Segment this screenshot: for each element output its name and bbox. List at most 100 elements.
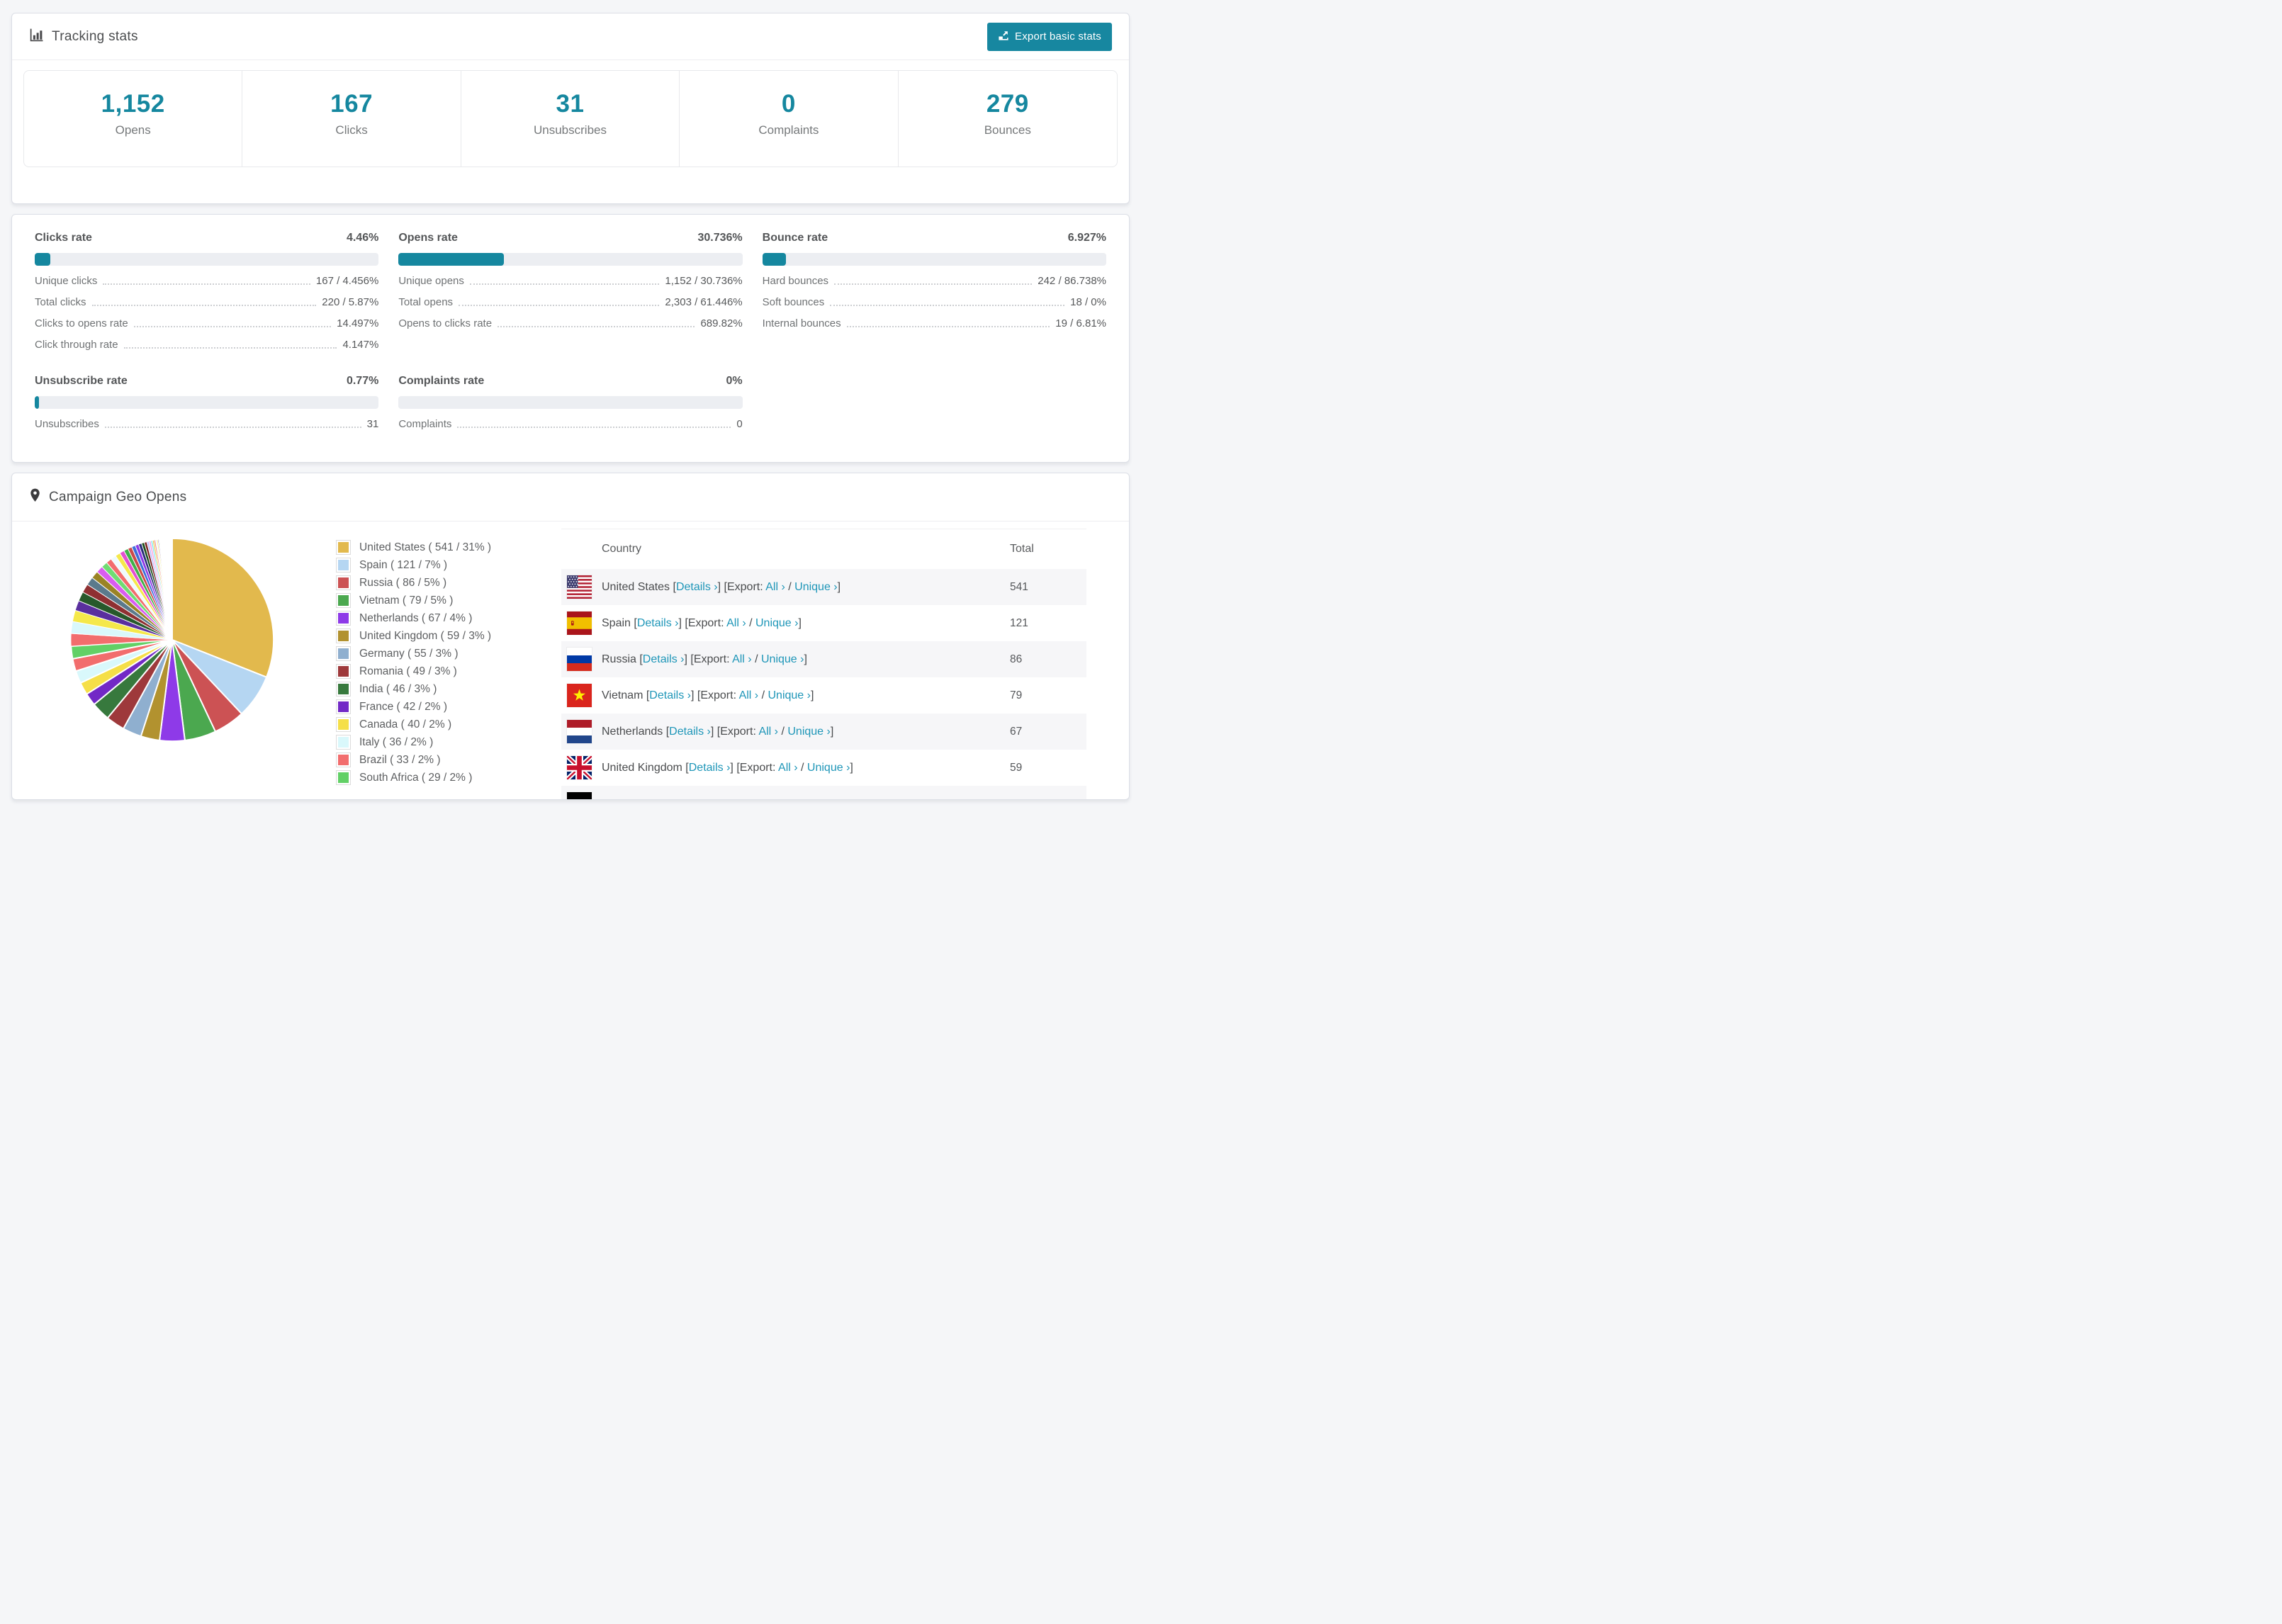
details-link[interactable]: Details ›: [669, 726, 711, 738]
summary-stat-value: 1,152: [24, 90, 242, 118]
total-column-header: Total: [1010, 543, 1086, 556]
rate-row-label: Clicks to opens rate: [35, 317, 128, 329]
summary-stat-value: 31: [461, 90, 679, 118]
legend-swatch-color: [338, 666, 349, 677]
legend-swatch-color: [338, 631, 349, 641]
legend-label: Netherlands ( 67 / 4% ): [359, 612, 472, 625]
rate-rows: Unique clicks167 / 4.456%Total clicks220…: [35, 275, 378, 351]
legend-item: Brazil ( 33 / 2% ): [336, 752, 561, 767]
export-unique-link[interactable]: Unique ›: [755, 617, 798, 629]
legend-swatch: [336, 593, 351, 608]
export-all-link[interactable]: All ›: [778, 762, 798, 774]
vn-flag-icon: [561, 684, 602, 707]
rate-row-value: 0: [736, 418, 742, 430]
export-unique-link[interactable]: Unique ›: [787, 726, 830, 738]
geo-table-wrap: Country Total United States [Details ›] …: [561, 529, 1086, 800]
export-all-link[interactable]: All ›: [732, 653, 752, 665]
rate-row-label: Complaints: [398, 418, 451, 430]
dotted-leader: [105, 427, 361, 428]
rate-row-label: Internal bounces: [763, 317, 841, 329]
rate-row-label: Soft bounces: [763, 296, 825, 308]
export-unique-link[interactable]: Unique ›: [761, 653, 804, 665]
gb-flag-icon: [561, 756, 602, 779]
dotted-leader: [124, 347, 337, 349]
summary-stat-label: Clicks: [242, 123, 460, 137]
rate-row-value: 2,303 / 61.446%: [665, 296, 742, 308]
export-all-link[interactable]: All ›: [765, 581, 785, 593]
export-unique-link[interactable]: Unique ›: [768, 689, 810, 701]
rate-row-value: 4.147%: [342, 339, 378, 351]
rate-head: Clicks rate4.46%: [35, 232, 378, 244]
rate-row: Total opens2,303 / 61.446%: [398, 296, 742, 308]
details-link[interactable]: Details ›: [643, 653, 685, 665]
legend-swatch: [336, 735, 351, 750]
table-row: Spain [Details ›] [Export: All › / Uniqu…: [561, 605, 1086, 641]
rate-section-opens-rate: Opens rate30.736% Unique opens1,152 / 30.…: [398, 232, 742, 351]
rate-section-bounce-rate: Bounce rate6.927%Hard bounces242 / 86.73…: [763, 232, 1106, 351]
dotted-leader: [498, 326, 695, 327]
legend-item: Russia ( 86 / 5% ): [336, 575, 561, 590]
rate-percent: 0.77%: [347, 375, 378, 388]
geo-pie-chart: [35, 529, 336, 800]
tracking-stats-card: Tracking stats Export basic stats 1,152 O…: [11, 13, 1130, 204]
export-unique-link[interactable]: Unique ›: [794, 581, 837, 593]
total-cell: 59: [1010, 762, 1086, 774]
dotted-leader: [847, 326, 1050, 327]
us-flag-icon: [561, 575, 602, 599]
details-link[interactable]: Details ›: [637, 617, 679, 629]
total-cell: 121: [1010, 617, 1086, 630]
export-all-link[interactable]: All ›: [758, 726, 778, 738]
legend-item: Romania ( 49 / 3% ): [336, 664, 561, 679]
progress-bar: [398, 253, 742, 266]
details-link[interactable]: Details ›: [649, 689, 691, 701]
progress-bar: [35, 253, 378, 266]
rate-row-value: 19 / 6.81%: [1055, 317, 1106, 329]
total-cell: 79: [1010, 689, 1086, 702]
export-basic-stats-button[interactable]: Export basic stats: [987, 23, 1112, 51]
legend-label: Romania ( 49 / 3% ): [359, 665, 457, 678]
details-link[interactable]: Details ›: [689, 762, 731, 774]
export-icon: [998, 30, 1009, 44]
rate-head: Bounce rate6.927%: [763, 232, 1106, 244]
dotted-leader: [470, 283, 659, 285]
nl-flag-icon: [561, 720, 602, 743]
export-all-link[interactable]: All ›: [739, 689, 759, 701]
export-unique-link[interactable]: Unique ›: [807, 762, 850, 774]
rate-row-label: Total clicks: [35, 296, 86, 308]
legend-item: Italy ( 36 / 2% ): [336, 735, 561, 750]
country-cell: United States [Details ›] [Export: All ›…: [602, 581, 1010, 594]
total-cell: 86: [1010, 653, 1086, 666]
legend-label: Italy ( 36 / 2% ): [359, 736, 433, 749]
legend-label: South Africa ( 29 / 2% ): [359, 772, 472, 784]
legend-swatch: [336, 611, 351, 626]
rate-row: Soft bounces18 / 0%: [763, 296, 1106, 308]
rate-title: Bounce rate: [763, 232, 828, 244]
ru-flag-icon: [561, 648, 602, 671]
legend-swatch: [336, 628, 351, 643]
dotted-leader: [834, 283, 1032, 285]
de-flag-icon: [561, 792, 602, 800]
legend-swatch-color: [338, 772, 349, 783]
dotted-leader: [92, 305, 317, 306]
rate-rows: Unsubscribes31: [35, 418, 378, 430]
legend-swatch: [336, 770, 351, 785]
details-link[interactable]: Details ›: [676, 581, 718, 593]
page-title: Tracking stats: [52, 29, 138, 45]
progress-bar: [398, 396, 742, 409]
legend-item: United States ( 541 / 31% ): [336, 540, 561, 555]
progress-bar-fill: [398, 253, 504, 266]
rate-head: Unsubscribe rate0.77%: [35, 375, 378, 388]
legend-swatch-color: [338, 613, 349, 624]
page: Tracking stats Export basic stats 1,152 O…: [0, 0, 1141, 813]
legend-swatch: [336, 664, 351, 679]
rate-row-value: 31: [367, 418, 379, 430]
rate-head: Opens rate30.736%: [398, 232, 742, 244]
export-all-link[interactable]: All ›: [726, 617, 746, 629]
rate-row-label: Click through rate: [35, 339, 118, 351]
summary-stat: 31Unsubscribes: [461, 71, 680, 167]
geo-title: Campaign Geo Opens: [49, 490, 186, 505]
rate-rows: Unique opens1,152 / 30.736%Total opens2,…: [398, 275, 742, 329]
summary-stat-label: Opens: [24, 123, 242, 137]
rate-row-value: 242 / 86.738%: [1038, 275, 1106, 287]
table-row: United States [Details ›] [Export: All ›…: [561, 569, 1086, 605]
